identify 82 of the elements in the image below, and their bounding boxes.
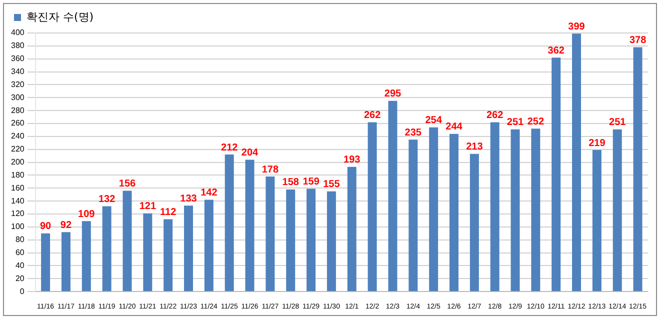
- bar: [122, 190, 132, 292]
- data-label: 133: [180, 193, 198, 204]
- bar: [592, 150, 602, 292]
- bar: [531, 128, 540, 292]
- data-label: 295: [384, 88, 402, 100]
- data-label: 132: [98, 194, 116, 206]
- y-tick-label: 80: [15, 235, 25, 244]
- data-label: 158: [282, 177, 300, 188]
- y-tick-label: 40: [15, 260, 25, 270]
- bar: [224, 154, 234, 292]
- bar: [326, 191, 336, 292]
- y-tick-label: 380: [10, 41, 25, 50]
- data-label: 92: [60, 220, 72, 231]
- y-tick-label: 240: [10, 132, 25, 141]
- data-label: 251: [506, 117, 524, 128]
- data-label: 251: [609, 117, 626, 128]
- bar: [552, 58, 561, 292]
- data-label: 178: [262, 164, 279, 176]
- bar: [61, 232, 70, 292]
- bar: [184, 206, 194, 292]
- bar: [510, 129, 520, 292]
- data-label: 204: [241, 147, 259, 158]
- y-tick-label: 0: [20, 286, 25, 296]
- data-label: 212: [221, 142, 238, 154]
- y-tick-label: 260: [10, 118, 25, 128]
- data-label: 156: [118, 178, 136, 190]
- data-label: 262: [364, 110, 382, 121]
- y-tick-label: 340: [10, 66, 25, 76]
- data-label: 378: [629, 34, 647, 46]
- data-label: 235: [404, 127, 422, 138]
- data-label: 213: [466, 142, 484, 153]
- y-tick-label: 120: [10, 209, 25, 218]
- y-tick-label: 160: [10, 183, 25, 192]
- data-label: 90: [40, 221, 52, 232]
- y-tick-label: 280: [10, 106, 25, 115]
- y-tick-label: 180: [10, 170, 25, 180]
- bar: [164, 219, 173, 292]
- y-tick-label: 220: [10, 144, 25, 154]
- bar: [429, 127, 438, 292]
- data-label: 142: [200, 188, 218, 199]
- bar: [102, 206, 112, 292]
- data-label: 109: [78, 208, 96, 220]
- bar: [266, 176, 275, 292]
- y-tick-label: 400: [10, 28, 25, 38]
- bar: [347, 166, 356, 292]
- y-tick-label: 20: [15, 274, 25, 283]
- data-label: 159: [302, 176, 320, 188]
- y-tick-label: 200: [10, 158, 25, 167]
- bar: [490, 122, 500, 292]
- data-label: 121: [139, 201, 156, 212]
- data-label: 155: [323, 179, 340, 190]
- y-tick-label: 100: [10, 222, 25, 232]
- y-tick-label: 140: [10, 196, 25, 206]
- data-label: 112: [160, 206, 177, 218]
- bar: [368, 122, 377, 292]
- data-label: 219: [588, 138, 606, 149]
- bar: [470, 154, 479, 292]
- data-label: 193: [344, 154, 361, 166]
- bar: [572, 34, 582, 292]
- legend-label: 확진자 수(명): [26, 10, 94, 24]
- bar: [82, 221, 91, 292]
- y-tick-label: 300: [10, 92, 25, 102]
- bar: [204, 200, 214, 292]
- data-label: 399: [568, 21, 586, 32]
- y-tick-label: 320: [10, 80, 25, 89]
- data-label: 254: [425, 115, 442, 126]
- bar: [408, 140, 418, 292]
- y-tick-label: 360: [10, 54, 25, 64]
- bar: [633, 47, 642, 292]
- bar: [306, 188, 316, 292]
- data-label: 262: [486, 110, 504, 121]
- data-label: 252: [527, 116, 544, 128]
- bar: [612, 129, 622, 292]
- bar: [286, 189, 296, 292]
- bar: [245, 160, 254, 292]
- bar: [450, 134, 458, 292]
- data-label: 244: [446, 122, 463, 133]
- bar: [41, 233, 50, 292]
- bar: [388, 100, 398, 292]
- bar: [143, 213, 152, 292]
- y-tick-label: 60: [15, 248, 25, 258]
- data-label: 362: [548, 45, 565, 56]
